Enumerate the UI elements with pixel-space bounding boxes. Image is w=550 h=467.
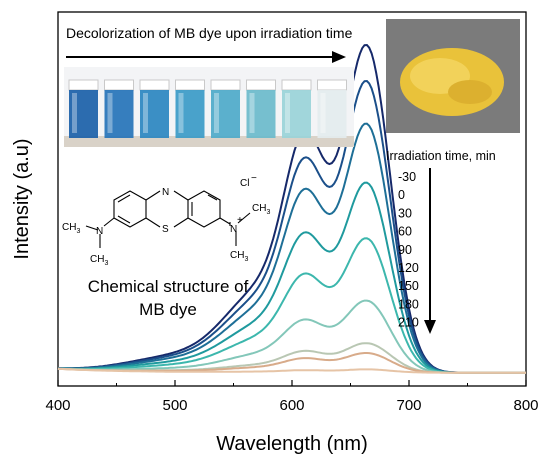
vial-highlight xyxy=(320,93,326,133)
svg-text:−: − xyxy=(251,173,257,184)
svg-text:S: S xyxy=(162,224,169,235)
x-tick-label: 500 xyxy=(162,397,187,414)
vial-highlight xyxy=(143,93,148,133)
ch3-label: CH3 xyxy=(252,203,270,216)
powder-photo xyxy=(386,19,520,133)
vial-cap xyxy=(317,79,347,91)
svg-text:N: N xyxy=(96,226,103,237)
vial-cap xyxy=(175,79,205,91)
spectrum-curves xyxy=(57,43,526,374)
vial xyxy=(282,90,311,138)
structure-caption-line2: MB dye xyxy=(139,300,197,319)
legend-item: 210 xyxy=(398,316,419,330)
legend-item: -30 xyxy=(398,170,416,184)
vial xyxy=(246,90,276,138)
legend-arrow xyxy=(424,168,436,334)
x-axis-title: Wavelength (nm) xyxy=(216,433,368,455)
mb-structure: N S N N + CH3 CH3 CH3 CH3 Cl − xyxy=(62,173,270,267)
ch3-label: CH3 xyxy=(90,254,108,267)
vial-highlight xyxy=(178,93,184,133)
vial-highlight xyxy=(249,93,255,133)
ch3-label: CH3 xyxy=(62,222,80,235)
vial-cap xyxy=(68,79,99,91)
x-axis-ticks: 400 500 600 700 800 xyxy=(45,380,539,414)
y-axis-title: Intensity (a.u) xyxy=(11,138,33,259)
legend: -30 0 30 60 90 120 150 180 210 xyxy=(398,170,419,330)
vial xyxy=(175,90,205,138)
spectrum-210 xyxy=(57,367,526,374)
legend-item: 120 xyxy=(398,261,419,275)
vial xyxy=(211,90,240,138)
svg-text:N: N xyxy=(230,224,237,235)
vial xyxy=(140,90,169,138)
svg-text:N: N xyxy=(162,187,169,198)
legend-item: 90 xyxy=(398,243,412,257)
svg-text:+: + xyxy=(237,215,243,226)
x-tick-label: 400 xyxy=(45,397,70,414)
x-tick-label: 800 xyxy=(513,397,538,414)
vial-highlight xyxy=(214,93,219,133)
ch3-label: CH3 xyxy=(230,250,248,263)
legend-item: 60 xyxy=(398,225,412,239)
vial xyxy=(104,90,134,138)
vial-highlight xyxy=(72,93,77,133)
decolorization-text: Decolorization of MB dye upon irradiatio… xyxy=(66,25,353,41)
vial-highlight xyxy=(285,93,290,133)
legend-item: 0 xyxy=(398,188,405,202)
legend-item: 30 xyxy=(398,206,412,220)
vial-cap xyxy=(104,79,134,91)
svg-text:Cl: Cl xyxy=(240,178,249,189)
vial xyxy=(317,90,347,138)
vial xyxy=(69,90,98,138)
vial-cap xyxy=(246,79,276,91)
x-tick-label: 700 xyxy=(396,397,421,414)
vials-photo xyxy=(64,67,354,147)
structure-caption-line1: Chemical structure of xyxy=(88,277,249,296)
vial-cap xyxy=(281,79,312,91)
legend-item: 180 xyxy=(398,297,419,311)
decolorization-arrow xyxy=(66,51,346,63)
vial-cap xyxy=(210,79,241,91)
legend-title: Irradiation time, min xyxy=(386,149,496,163)
x-tick-label: 600 xyxy=(279,397,304,414)
vial-highlight xyxy=(107,93,113,133)
vial-cap xyxy=(139,79,170,91)
legend-item: 150 xyxy=(398,279,419,293)
